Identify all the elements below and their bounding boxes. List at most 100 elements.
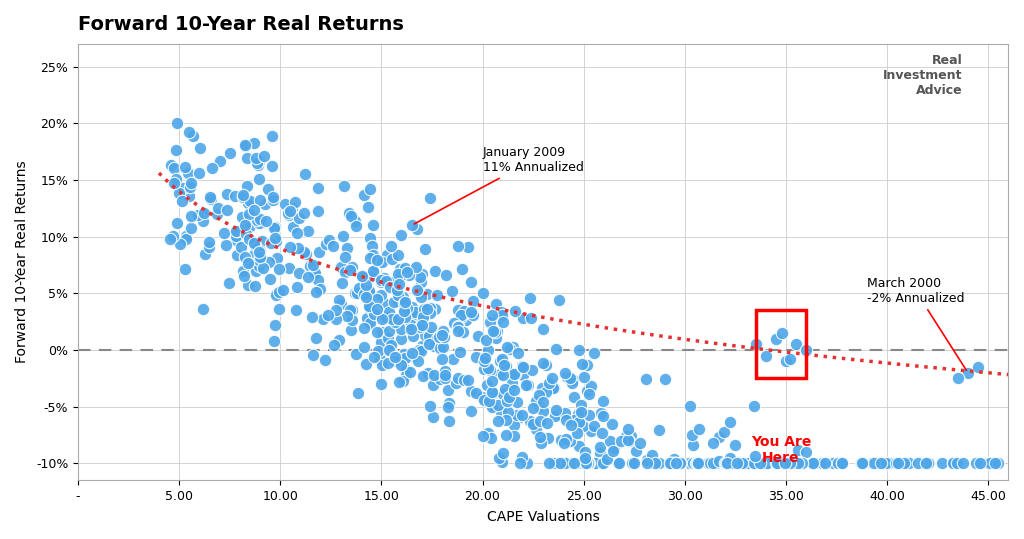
Point — [710, 459, 726, 468]
Point — [437, 371, 454, 379]
Point — [478, 336, 495, 344]
Point — [520, 381, 537, 389]
Point — [534, 384, 550, 392]
Point — [484, 327, 501, 335]
Point — [434, 330, 451, 339]
Point — [237, 252, 253, 261]
Point — [354, 273, 371, 281]
Point — [745, 459, 762, 468]
Point — [865, 459, 882, 468]
Point — [247, 248, 263, 257]
Point — [476, 357, 493, 366]
Point — [457, 307, 473, 316]
Point — [921, 459, 937, 468]
Point — [193, 143, 209, 152]
Point — [571, 346, 588, 355]
Point — [772, 459, 788, 468]
Point — [748, 340, 764, 349]
Point — [586, 349, 602, 357]
Point — [336, 182, 352, 190]
Point — [252, 253, 268, 262]
Point — [577, 459, 593, 468]
Point — [423, 323, 439, 331]
Point — [980, 459, 996, 468]
Point — [502, 344, 518, 353]
Point — [431, 333, 447, 342]
Point — [918, 459, 934, 468]
Point — [392, 335, 409, 343]
Point — [359, 318, 376, 327]
Point — [581, 390, 597, 398]
Point — [266, 223, 283, 232]
Point — [481, 318, 498, 327]
Point — [304, 313, 321, 321]
Point — [311, 247, 328, 256]
Point — [544, 374, 560, 382]
Point — [484, 377, 501, 386]
Point — [411, 288, 427, 297]
Point — [450, 323, 466, 331]
Point — [341, 306, 357, 315]
Point — [402, 320, 419, 329]
Point — [468, 388, 484, 397]
Point — [281, 264, 297, 272]
Point — [509, 397, 525, 406]
Point — [379, 314, 395, 322]
Point — [302, 262, 318, 271]
Point — [662, 459, 678, 468]
Point — [287, 198, 303, 206]
Point — [328, 306, 344, 314]
Point — [216, 229, 232, 237]
Point — [397, 264, 414, 272]
Point — [197, 250, 213, 258]
Point — [798, 448, 814, 457]
Point — [434, 326, 451, 335]
Point — [286, 223, 302, 231]
Point — [395, 350, 412, 358]
Point — [665, 459, 681, 468]
Point — [390, 378, 407, 386]
Point — [221, 279, 238, 288]
Point — [514, 371, 530, 379]
Point — [236, 272, 252, 281]
Point — [252, 215, 268, 223]
Point — [530, 390, 547, 399]
Point — [268, 289, 285, 298]
Point — [450, 242, 466, 251]
Point — [251, 175, 267, 183]
Point — [403, 221, 420, 230]
Point — [745, 402, 762, 410]
Point — [249, 216, 265, 224]
Point — [240, 199, 256, 208]
Point — [835, 459, 851, 468]
Point — [191, 168, 208, 177]
Point — [361, 233, 378, 242]
Point — [798, 345, 814, 354]
Point — [646, 459, 663, 468]
Point — [414, 293, 430, 301]
Point — [595, 396, 611, 405]
Point — [281, 210, 297, 219]
Point — [386, 298, 402, 307]
Point — [174, 196, 190, 205]
Point — [578, 459, 594, 468]
Point — [226, 192, 243, 201]
Point — [494, 310, 510, 319]
Point — [413, 277, 429, 286]
Point — [183, 224, 200, 232]
Point — [383, 347, 399, 356]
Point — [583, 382, 599, 391]
Point — [527, 397, 544, 405]
Point — [396, 299, 413, 307]
Point — [768, 459, 784, 468]
Point — [266, 321, 283, 330]
Point — [706, 459, 722, 468]
Point — [218, 241, 234, 250]
Point — [551, 410, 567, 419]
Point — [350, 389, 367, 398]
Point — [556, 439, 572, 447]
Point — [563, 459, 580, 468]
Point — [434, 343, 451, 351]
Point — [280, 209, 296, 218]
Point — [730, 459, 746, 468]
